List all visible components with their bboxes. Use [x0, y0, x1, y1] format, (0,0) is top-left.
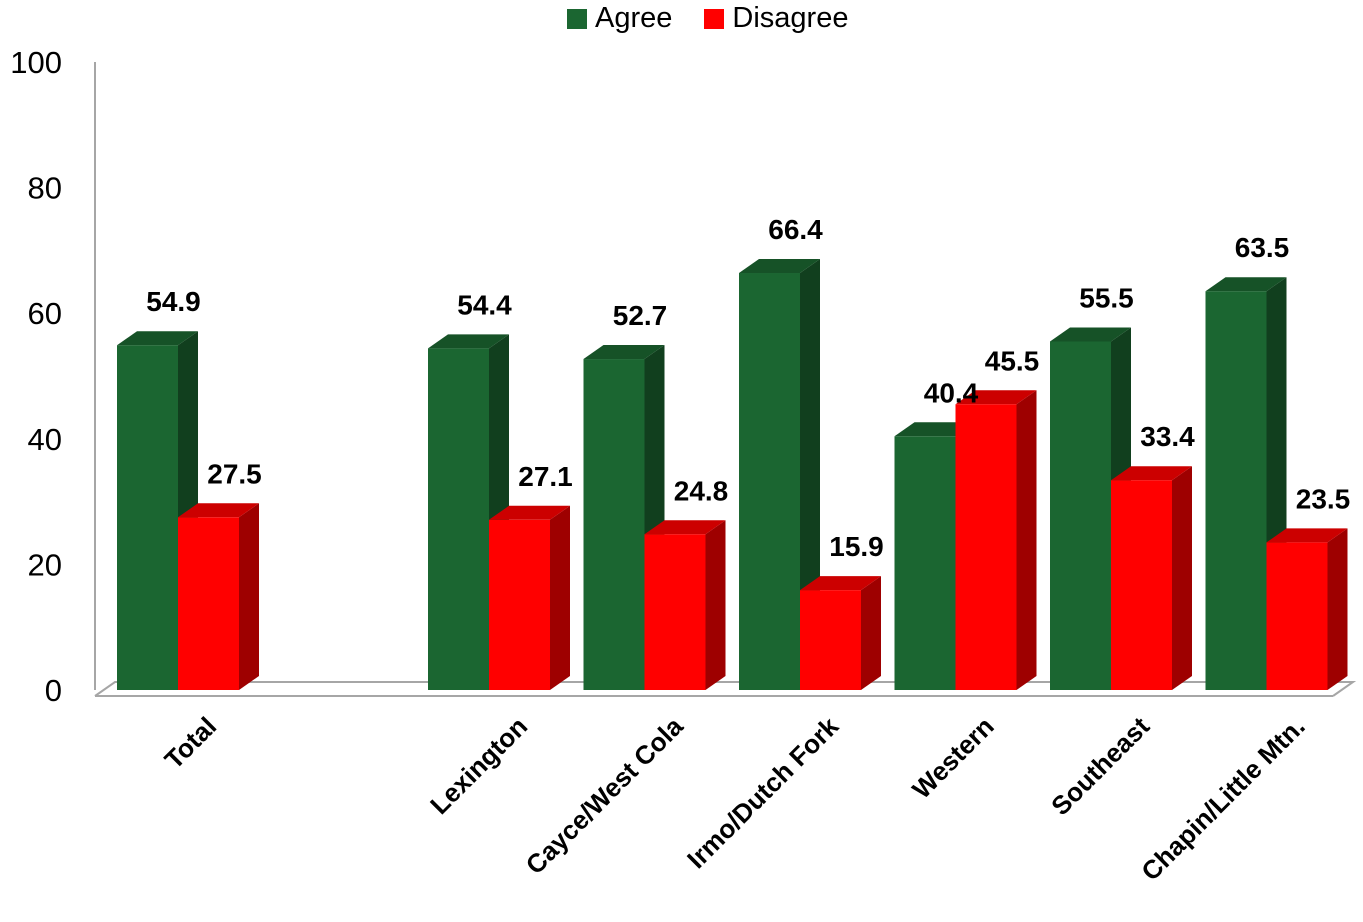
data-label-disagree: 27.5 [207, 458, 262, 489]
data-label-agree: 54.4 [457, 289, 512, 320]
data-label-agree: 63.5 [1235, 232, 1290, 263]
x-tick-label: Total [158, 711, 222, 775]
bar-agree [1205, 277, 1287, 690]
x-tick-label: Chapin/Little Mtn. [1135, 711, 1310, 886]
bar-disagree [489, 505, 570, 690]
data-label-disagree: 27.1 [518, 461, 573, 492]
legend-label-disagree: Disagree [732, 2, 849, 34]
bar-agree [739, 259, 820, 690]
bar-disagree [1266, 528, 1348, 690]
x-tick-label: Irmo/Dutch Fork [681, 711, 845, 875]
data-label-disagree: 24.8 [674, 475, 729, 506]
bar-agree [428, 334, 509, 690]
y-tick-label: 40 [28, 422, 62, 457]
legend-swatch-agree [567, 8, 587, 29]
bar-disagree [1111, 466, 1192, 690]
data-label-agree: 52.7 [613, 300, 668, 331]
y-tick-label: 20 [28, 547, 62, 582]
data-label-disagree: 45.5 [985, 345, 1040, 376]
x-tick-label: Southeast [1045, 711, 1155, 821]
floor-outline [94, 681, 1357, 697]
data-label-disagree: 33.4 [1140, 421, 1195, 452]
x-tick-label: Lexington [424, 711, 533, 820]
y-tick-label: 60 [28, 296, 62, 331]
data-label-disagree: 15.9 [829, 531, 884, 562]
bar-disagree [644, 520, 726, 690]
bars [117, 259, 1348, 690]
bar-disagree [178, 503, 259, 690]
y-tick-label: 100 [10, 45, 62, 80]
bar-disagree [800, 576, 881, 690]
data-label-agree: 40.4 [924, 377, 979, 408]
legend-item-disagree: Disagree [704, 2, 848, 35]
data-label-agree: 66.4 [768, 214, 823, 245]
data-labels: 54.9 27.5 54.4 27.1 52.7 24.8 66.4 15.9 40.445.5… [146, 214, 1350, 562]
y-tick-label: 80 [28, 171, 62, 206]
data-label-disagree: 23.5 [1296, 483, 1351, 514]
data-label-agree: 55.5 [1079, 282, 1134, 313]
legend-label-agree: Agree [595, 2, 673, 34]
bar-disagree [955, 390, 1037, 690]
y-tick-label: 0 [45, 673, 62, 708]
axes: 0 20 40 60 80 100 [10, 45, 1357, 708]
legend-swatch-disagree [704, 8, 725, 29]
x-tick-label: Cayce/West Cola [520, 711, 689, 880]
legend: Agree Disagree [567, 2, 880, 35]
x-tick-label: Western [906, 711, 999, 804]
data-label-agree: 54.9 [146, 286, 201, 317]
legend-item-agree: Agree [567, 2, 672, 35]
